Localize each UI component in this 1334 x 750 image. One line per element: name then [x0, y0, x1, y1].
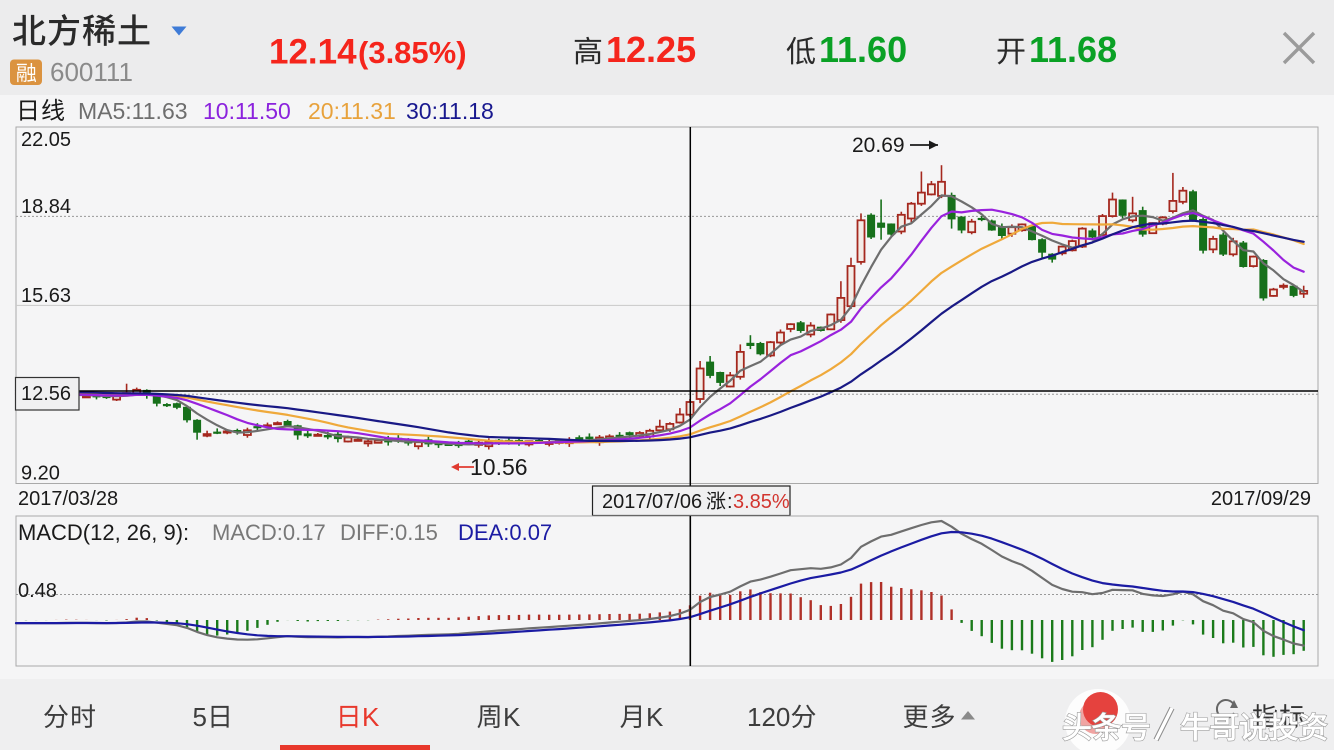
svg-text:120: 120 [747, 702, 790, 732]
svg-text:K: K [362, 702, 380, 732]
svg-text:K: K [646, 702, 664, 732]
svg-text:15.63: 15.63 [21, 285, 71, 307]
svg-text:22.05: 22.05 [21, 129, 71, 151]
svg-text:K: K [503, 702, 521, 732]
svg-text:10.56: 10.56 [470, 454, 528, 480]
svg-text:MACD:0.17: MACD:0.17 [212, 520, 326, 545]
svg-text:18.84: 18.84 [21, 196, 71, 218]
svg-text:0.48: 0.48 [18, 580, 57, 602]
svg-text:20.69: 20.69 [852, 134, 905, 157]
svg-text:2017/03/28: 2017/03/28 [18, 488, 118, 510]
svg-text:2017/07/06: 2017/07/06 [602, 491, 702, 513]
svg-text:3.85%: 3.85% [733, 491, 790, 513]
svg-text:DEA:0.07: DEA:0.07 [458, 520, 552, 545]
svg-text:MACD(12, 26, 9):: MACD(12, 26, 9): [18, 520, 189, 545]
svg-text:30:11.18: 30:11.18 [406, 98, 494, 124]
svg-text:12.56: 12.56 [21, 383, 71, 405]
svg-text:9.20: 9.20 [21, 463, 60, 485]
svg-text:DIFF:0.15: DIFF:0.15 [340, 520, 438, 545]
svg-text:12.14: 12.14 [269, 33, 357, 72]
svg-text::: : [727, 491, 733, 513]
svg-text:12.25: 12.25 [606, 29, 696, 70]
svg-text:(3.85%): (3.85%) [358, 35, 467, 70]
svg-text:5: 5 [193, 702, 207, 732]
svg-text:10:11.50: 10:11.50 [203, 98, 291, 124]
svg-text:MA5:11.63: MA5:11.63 [78, 98, 188, 124]
svg-text:600111: 600111 [50, 57, 133, 87]
svg-text:11.60: 11.60 [819, 29, 907, 70]
svg-text:2017/09/29: 2017/09/29 [1211, 488, 1311, 510]
svg-text:11.68: 11.68 [1029, 29, 1117, 70]
svg-text:20:11.31: 20:11.31 [308, 98, 396, 124]
